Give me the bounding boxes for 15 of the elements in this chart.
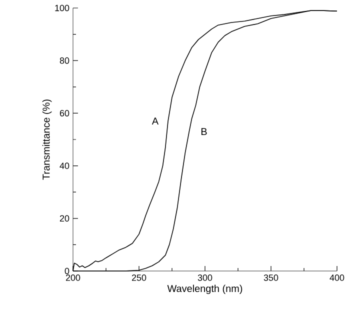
x-tick-label: 300 [198, 274, 212, 281]
y-tick-label: 40 [60, 162, 70, 169]
x-tick-label: 200 [66, 274, 80, 281]
x-tick-label: 350 [264, 274, 278, 281]
y-tick-label: 80 [60, 57, 70, 64]
series-label: B [201, 128, 207, 136]
x-tick-label: 250 [132, 274, 146, 281]
y-tick-label: 60 [60, 110, 70, 116]
x-axis-title: Wavelength (nm) [167, 284, 242, 294]
y-tick-label: 20 [60, 215, 70, 222]
y-axis-title: Transmittance (%) [42, 100, 52, 180]
y-tick-label: 0 [64, 268, 70, 274]
x-tick-label: 400 [330, 274, 344, 281]
series-label: A [152, 118, 159, 125]
y-tick-label: 100 [55, 4, 70, 12]
